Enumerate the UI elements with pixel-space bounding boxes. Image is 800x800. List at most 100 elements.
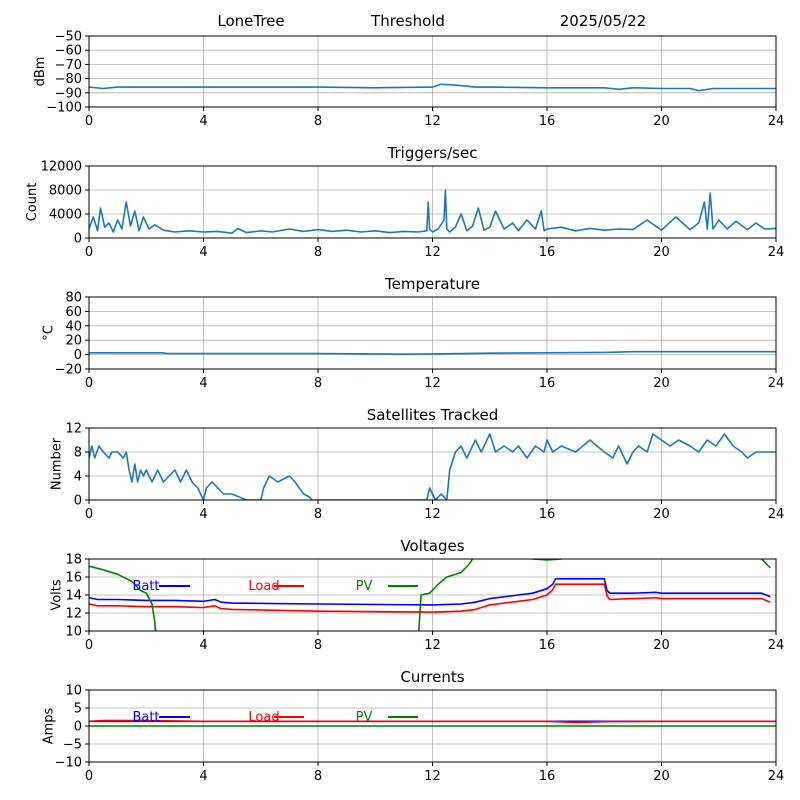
x-tick-label: 12 (424, 638, 441, 653)
x-tick-label: 12 (424, 245, 441, 260)
x-tick-label: 24 (768, 507, 785, 522)
y-axis-label: Number (50, 437, 65, 490)
y-tick-label: −100 (46, 101, 82, 116)
x-tick-label: 12 (424, 507, 441, 522)
x-tick-label: 4 (199, 507, 207, 522)
x-tick-label: 8 (314, 507, 322, 522)
x-tick-label: 8 (314, 245, 322, 260)
y-tick-label: 5 (74, 702, 82, 717)
x-tick-label: 20 (653, 638, 670, 653)
legend-label-batt: Batt (132, 710, 159, 725)
x-tick-label: 16 (539, 245, 556, 260)
series-line-batt (89, 577, 771, 606)
y-tick-label: −5 (63, 738, 82, 753)
chart-title: Voltages (400, 537, 464, 555)
x-tick-label: 4 (199, 245, 207, 260)
x-tick-label: 24 (768, 114, 785, 129)
series-line-data (89, 433, 776, 500)
y-tick-label: 0 (74, 348, 82, 363)
series-line-data (89, 350, 776, 356)
header-mode: Threshold (370, 12, 445, 30)
x-tick-label: 12 (424, 114, 441, 129)
series-line-data (89, 189, 776, 234)
y-tick-label: 18 (65, 553, 82, 568)
series-group (89, 719, 776, 727)
series-group (89, 433, 776, 500)
y-axis-label: Amps (41, 707, 56, 744)
x-tick-label: 8 (314, 114, 322, 129)
series-line-data (89, 83, 776, 92)
y-tick-label: 4000 (49, 208, 82, 223)
y-tick-label: −60 (55, 44, 82, 59)
legend-label-load: Load (248, 710, 279, 725)
x-tick-label: 20 (653, 376, 670, 391)
y-tick-label: 60 (65, 305, 82, 320)
x-tick-label: 16 (539, 638, 556, 653)
chart-currents: 0 4 8 12 16 20 24 −10 −5 0 5 10 Currents Amps Batt Load… (41, 668, 784, 784)
y-tick-label: 10 (65, 625, 82, 640)
y-tick-label: 12000 (41, 160, 82, 175)
y-tick-label: 8 (74, 446, 82, 461)
y-tick-label: 14 (65, 589, 82, 604)
series-group (89, 83, 776, 92)
x-tick-label: 16 (539, 507, 556, 522)
y-tick-label: 16 (65, 571, 82, 586)
y-tick-label: 10 (65, 684, 82, 699)
y-tick-label: 12 (65, 422, 82, 437)
y-tick-label: 0 (74, 494, 82, 509)
x-tick-label: 20 (653, 114, 670, 129)
x-tick-label: 16 (539, 114, 556, 129)
chart-title: Satellites Tracked (367, 406, 498, 424)
x-tick-label: 0 (85, 376, 93, 391)
y-tick-label: 8000 (49, 184, 82, 199)
series-group (89, 559, 771, 631)
header-station: LoneTree (217, 12, 284, 30)
x-tick-label: 0 (85, 638, 93, 653)
x-tick-label: 4 (199, 638, 207, 653)
chart-title: Temperature (384, 275, 480, 293)
x-tick-label: 4 (199, 376, 207, 391)
y-tick-label: 40 (65, 319, 82, 334)
y-tick-label: −20 (55, 363, 82, 378)
x-tick-label: 16 (539, 376, 556, 391)
x-tick-label: 20 (653, 769, 670, 784)
x-tick-label: 0 (85, 507, 93, 522)
y-tick-label: 12 (65, 607, 82, 622)
x-tick-label: 24 (768, 769, 785, 784)
x-tick-label: 0 (85, 245, 93, 260)
x-tick-label: 24 (768, 638, 785, 653)
y-axis-label: Volts (50, 579, 65, 611)
chart-satellites: 0 4 8 12 16 20 24 0 4 8 12 Satellites Tracked Number (50, 406, 785, 522)
series-group (89, 189, 776, 234)
series-line-load (89, 583, 771, 613)
legend-label-batt: Batt (132, 579, 159, 594)
chart-voltages: 0 4 8 12 16 20 24 10 12 14 16 18 Voltages Volts Batt Lo… (50, 537, 785, 653)
x-tick-label: 4 (199, 114, 207, 129)
x-tick-label: 12 (424, 769, 441, 784)
y-tick-label: 4 (74, 470, 82, 485)
series-group (89, 350, 776, 356)
y-tick-label: 0 (74, 232, 82, 247)
legend-label-pv: PV (356, 579, 373, 594)
x-tick-label: 4 (199, 769, 207, 784)
legend-label-pv: PV (356, 710, 373, 725)
y-tick-label: −90 (55, 86, 82, 101)
y-tick-label: −80 (55, 72, 82, 87)
x-tick-label: 8 (314, 376, 322, 391)
chart-triggers: 0 4 8 12 16 20 24 0 4000 8000 12000 Triggers/sec Cou… (25, 144, 784, 260)
legend-label-load: Load (248, 579, 279, 594)
y-axis-label: °C (41, 325, 56, 341)
x-tick-label: 8 (314, 769, 322, 784)
x-tick-label: 8 (314, 638, 322, 653)
x-tick-label: 16 (539, 769, 556, 784)
chart-title: Currents (400, 668, 464, 686)
x-tick-label: 0 (85, 114, 93, 129)
series-line-load (89, 719, 776, 724)
y-tick-label: 80 (65, 291, 82, 306)
x-tick-label: 20 (653, 507, 670, 522)
y-tick-label: −70 (55, 58, 82, 73)
x-tick-label: 0 (85, 769, 93, 784)
y-tick-label: 0 (74, 720, 82, 735)
